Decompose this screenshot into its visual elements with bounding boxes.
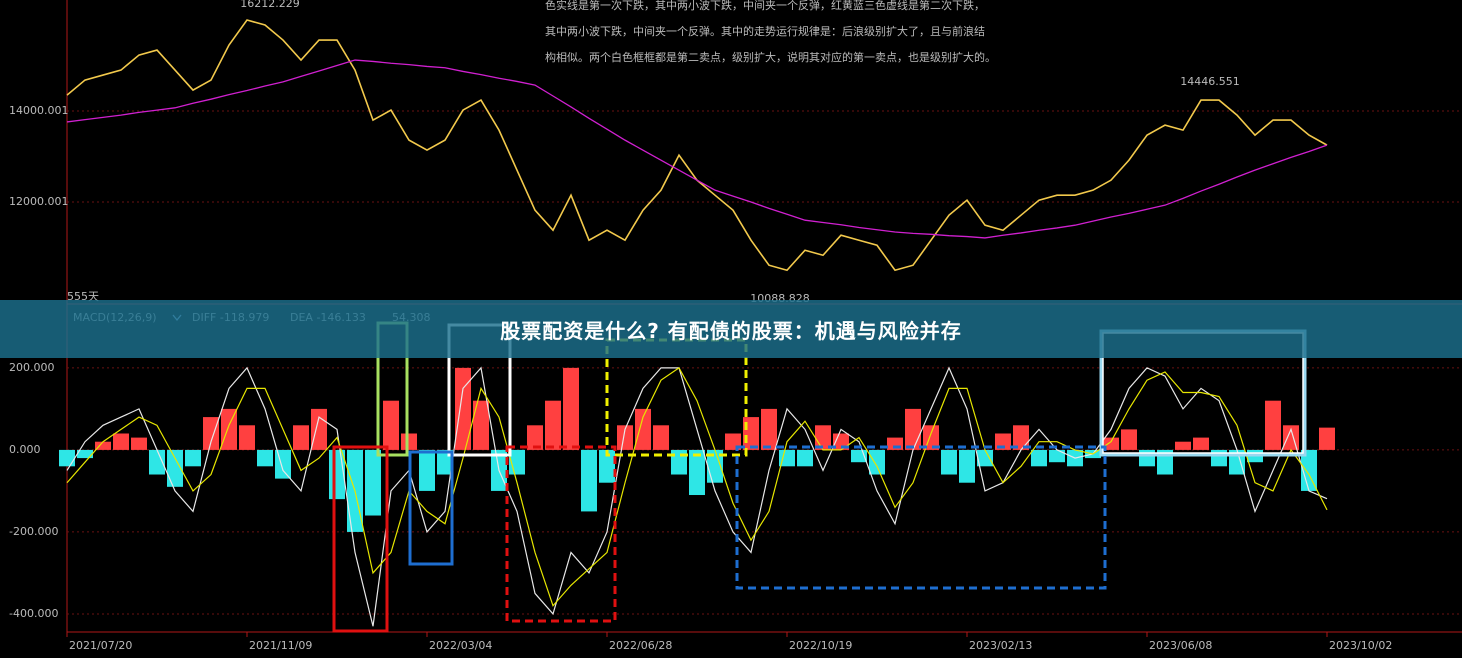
note-line: 构相似。两个白色框框都是第二卖点，级别扩大，说明其对应的第一卖点，也是级别扩大的… <box>545 50 996 64</box>
x-tick-label: 2021/11/09 <box>249 639 312 652</box>
macd-bar <box>545 400 561 450</box>
macd-bar <box>365 449 381 516</box>
box <box>505 445 617 623</box>
macd-line <box>66 366 1328 627</box>
macd-bar <box>869 449 885 475</box>
macd-bar <box>563 367 579 450</box>
macd-bar <box>401 433 417 450</box>
macd-bar <box>959 449 975 483</box>
macd-bar <box>149 449 165 475</box>
macd-bar <box>1013 425 1029 450</box>
macd-bar <box>527 425 543 450</box>
macd-bar <box>1049 449 1065 463</box>
macd-bar <box>635 408 651 450</box>
macd-bar <box>617 425 633 450</box>
x-tick-label: 2022/06/28 <box>609 639 672 652</box>
macd-bar <box>59 449 75 467</box>
x-tick-label: 2021/07/20 <box>69 639 132 652</box>
macd-bar <box>653 425 669 450</box>
x-tick-label: 2023/02/13 <box>969 639 1032 652</box>
macd-bar <box>383 400 399 450</box>
macd-bar <box>95 441 111 450</box>
macd-bar <box>293 425 309 450</box>
macd-bar <box>473 400 489 450</box>
macd-bar <box>707 449 723 483</box>
y-tick-label: -400.000 <box>9 607 58 620</box>
x-tick-label: 2022/10/19 <box>789 639 852 652</box>
macd-bar <box>221 408 237 450</box>
period-label: 555天 <box>67 290 99 303</box>
macd-line <box>66 367 1328 607</box>
macd-bar <box>455 367 471 450</box>
box <box>408 450 454 566</box>
macd-bar <box>329 449 345 500</box>
y-tick-label: 0.000 <box>9 443 41 456</box>
macd-bar <box>1103 437 1119 450</box>
macd-bar <box>689 449 705 496</box>
macd-bar <box>77 449 93 459</box>
macd-bar <box>275 449 291 479</box>
macd-bar <box>131 437 147 450</box>
macd-bar <box>941 449 957 475</box>
y-tick-label: 12000.001 <box>9 195 69 208</box>
macd-bar <box>419 449 435 491</box>
box <box>332 445 389 633</box>
macd-bar <box>779 449 795 467</box>
box <box>735 445 1107 590</box>
macd-bar <box>203 417 219 450</box>
x-tick-label: 2023/06/08 <box>1149 639 1212 652</box>
y-tick-label: 200.000 <box>9 361 55 374</box>
price-line <box>66 59 1328 239</box>
macd-bar <box>167 449 183 487</box>
pattern-boxes <box>332 321 1307 633</box>
macd-bar <box>797 449 813 467</box>
macd-bar <box>1175 441 1191 450</box>
macd-bar <box>113 433 129 450</box>
price-annotation: 14446.551 <box>1180 75 1240 88</box>
macd-bar <box>1121 429 1137 450</box>
macd-bar <box>1193 437 1209 450</box>
macd-bar <box>1031 449 1047 467</box>
note-line: 色实线是第一次下跌，其中两小波下跌，中间夹一个反弹，红黄蓝三色虚线是第二次下跌， <box>545 0 985 12</box>
y-tick-label: -200.000 <box>9 525 58 538</box>
macd-bar <box>761 408 777 450</box>
macd-bar <box>311 408 327 450</box>
note-line: 其中两小波下跌，中间夹一个反弹。其中的走势运行规律是：后浪级别扩大了，且与前浪结 <box>545 24 985 38</box>
macd-bar <box>905 408 921 450</box>
macd-bar <box>581 449 597 512</box>
y-tick-label: 14000.001 <box>9 104 69 117</box>
macd-bar <box>1301 449 1317 491</box>
macd-bar <box>599 449 615 483</box>
price-annotation: 16212.229 <box>240 0 300 10</box>
macd-bar <box>185 449 201 467</box>
macd-bar <box>977 449 993 467</box>
x-tick-label: 2022/03/04 <box>429 639 492 652</box>
macd-bar <box>1265 400 1281 450</box>
macd-bar <box>239 425 255 450</box>
x-tick-label: 2023/10/02 <box>1329 639 1392 652</box>
banner-title: 股票配资是什么? 有配债的股票：机遇与风险并存 <box>0 300 1462 358</box>
macd-bar <box>257 449 273 467</box>
macd-bar <box>1319 427 1335 450</box>
